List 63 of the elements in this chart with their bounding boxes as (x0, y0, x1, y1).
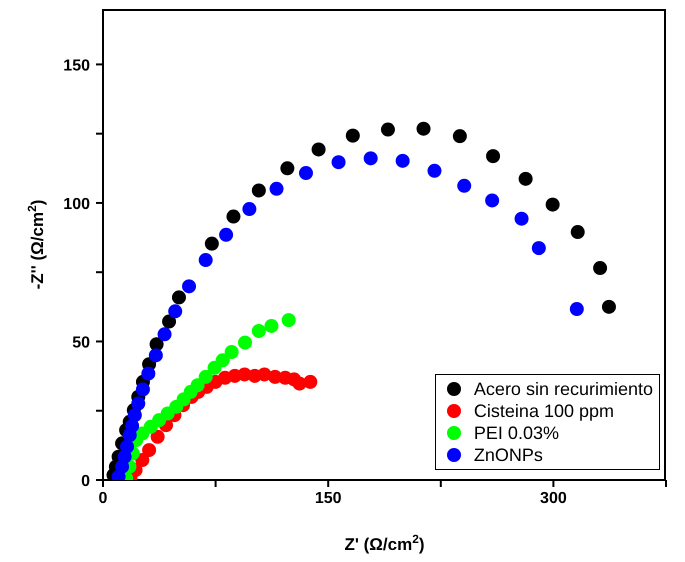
point (303, 374, 318, 389)
point (158, 327, 172, 342)
point (518, 172, 533, 186)
point (280, 161, 294, 176)
point (190, 378, 205, 392)
legend-label: Acero sin recurimiento (474, 378, 653, 400)
point (204, 236, 219, 251)
y-tick-label: 50 (72, 334, 90, 352)
point (546, 198, 560, 212)
y-tick-label: 100 (63, 196, 90, 213)
point (332, 155, 346, 170)
legend-label: PEI 0.03% (474, 422, 559, 444)
point (131, 396, 146, 411)
x-tick-label: 0 (98, 490, 108, 507)
point (396, 154, 410, 168)
point (312, 142, 326, 156)
x-tick-label: 150 (314, 490, 342, 507)
point (252, 324, 266, 338)
point (485, 193, 500, 208)
point (270, 182, 284, 196)
point (141, 366, 156, 381)
y-tick-label: 150 (63, 57, 90, 74)
x-tick-label: 300 (540, 490, 567, 507)
point (570, 225, 585, 240)
point (514, 212, 529, 226)
point (172, 290, 186, 304)
point (452, 129, 467, 144)
point (242, 202, 256, 216)
point (226, 210, 240, 224)
point (168, 304, 182, 318)
point (142, 443, 156, 458)
point (150, 430, 165, 444)
point (346, 128, 360, 143)
point (486, 149, 500, 164)
point (216, 353, 230, 368)
point (182, 279, 196, 294)
point (457, 178, 472, 193)
point (128, 408, 142, 422)
point (162, 314, 176, 329)
point (198, 253, 213, 268)
point (264, 318, 278, 333)
point (532, 241, 546, 256)
point (427, 164, 442, 178)
point (380, 122, 395, 137)
point (148, 348, 163, 362)
point (570, 302, 584, 316)
x-axis-title: Z' (Ω/cm$^{2}$) (344, 532, 425, 554)
point (364, 151, 378, 166)
point (219, 228, 234, 242)
point (136, 382, 150, 396)
legend-label: Cisteina 100 ppm (474, 400, 614, 422)
legend-label: ZnONPs (474, 444, 543, 466)
y-tick-label: 0 (81, 473, 90, 490)
point (252, 183, 266, 198)
point (282, 313, 296, 328)
point (593, 261, 608, 276)
point (298, 166, 313, 180)
point (120, 440, 134, 454)
point (224, 345, 239, 359)
point (416, 122, 431, 136)
point (602, 300, 616, 314)
point (198, 370, 213, 384)
point (238, 336, 252, 350)
